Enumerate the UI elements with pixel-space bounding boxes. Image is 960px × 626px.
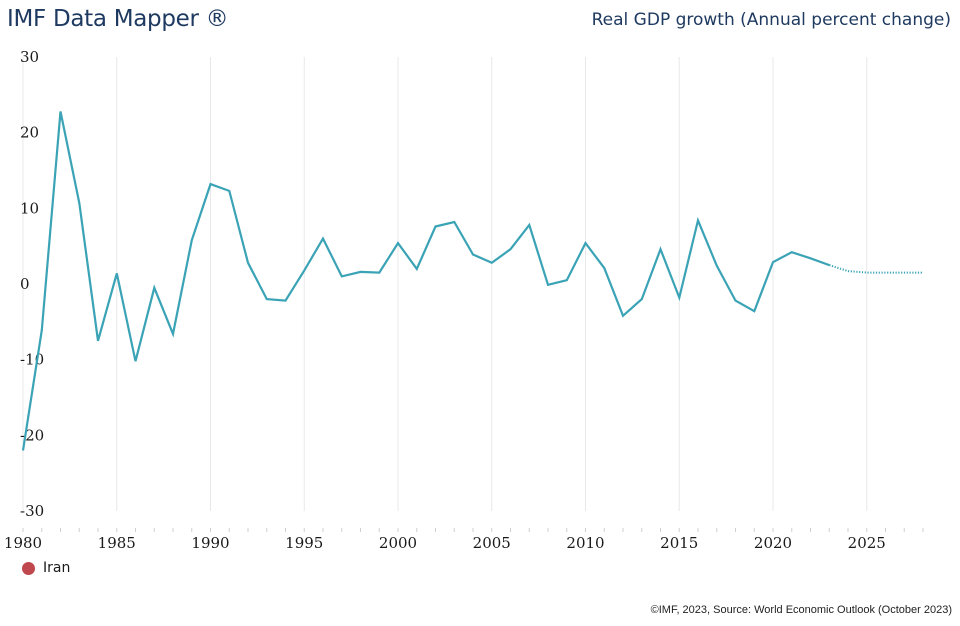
data-point-2021[interactable] <box>788 248 796 256</box>
data-point-2008[interactable] <box>544 281 552 289</box>
data-point-2003[interactable] <box>450 218 458 226</box>
x-tick-label: 1995 <box>285 534 323 552</box>
data-point-2000[interactable] <box>394 239 402 247</box>
y-tick-label: -10 <box>20 351 44 369</box>
data-point-2001[interactable] <box>413 265 421 273</box>
data-point-1990[interactable] <box>207 180 215 188</box>
data-point-2023[interactable] <box>825 261 833 269</box>
data-point-1998[interactable] <box>357 268 365 276</box>
data-point-2009[interactable] <box>563 276 571 284</box>
data-point-1999[interactable] <box>375 269 383 277</box>
data-point-1986[interactable] <box>132 357 140 365</box>
x-tick-label: 1980 <box>4 534 42 552</box>
data-point-1994[interactable] <box>282 297 290 305</box>
data-point-2017[interactable] <box>713 262 721 270</box>
x-tick-label: 2015 <box>660 534 698 552</box>
series-line-iran[interactable] <box>21 111 830 451</box>
x-tick-label: 1985 <box>98 534 136 552</box>
data-point-2027[interactable] <box>900 269 908 277</box>
series-projection-iran[interactable] <box>828 264 923 274</box>
x-tick-label: 2020 <box>754 534 792 552</box>
data-point-1996[interactable] <box>319 235 327 243</box>
legend-label-iran[interactable]: Iran <box>43 560 71 576</box>
data-point-2019[interactable] <box>750 307 758 315</box>
source-footer: ©IMF, 2023, Source: World Economic Outlo… <box>650 604 952 616</box>
x-tick-label: 1990 <box>191 534 229 552</box>
data-point-2010[interactable] <box>582 239 590 247</box>
data-point-2014[interactable] <box>657 245 665 253</box>
data-point-2022[interactable] <box>807 254 815 262</box>
data-point-1981[interactable] <box>38 326 46 334</box>
data-point-1982[interactable] <box>57 107 65 115</box>
x-tick-label: 2010 <box>566 534 604 552</box>
data-point-2026[interactable] <box>882 269 890 277</box>
data-point-1993[interactable] <box>263 295 271 303</box>
data-point-2011[interactable] <box>600 264 608 272</box>
x-tick-label: 2005 <box>473 534 511 552</box>
data-point-2007[interactable] <box>525 221 533 229</box>
data-point-1984[interactable] <box>94 337 102 345</box>
data-point-2012[interactable] <box>619 312 627 320</box>
y-tick-label: 30 <box>20 48 39 66</box>
data-point-2018[interactable] <box>732 297 740 305</box>
data-point-1992[interactable] <box>244 259 252 267</box>
data-point-1989[interactable] <box>188 236 196 244</box>
data-point-2002[interactable] <box>432 222 440 230</box>
data-point-1985[interactable] <box>113 269 121 277</box>
data-point-2013[interactable] <box>638 295 646 303</box>
series-group <box>19 107 927 454</box>
data-point-2006[interactable] <box>507 245 515 253</box>
x-axis-labels: 1980 1985 1990 1995 2000 2005 2010 2015 2020 2025 <box>4 534 886 552</box>
data-point-2004[interactable] <box>469 250 477 258</box>
x-tick-label: 2025 <box>848 534 886 552</box>
data-point-2015[interactable] <box>675 294 683 302</box>
data-point-2025[interactable] <box>863 269 871 277</box>
brand-title: IMF Data Mapper ® <box>7 6 229 32</box>
data-point-1991[interactable] <box>225 187 233 195</box>
y-tick-label: 20 <box>20 124 39 142</box>
legend: Iran <box>22 560 70 576</box>
indicator-title: Real GDP growth (Annual percent change) <box>591 10 951 30</box>
legend-marker-iran[interactable] <box>22 561 35 575</box>
data-point-2020[interactable] <box>769 258 777 266</box>
data-point-1995[interactable] <box>300 266 308 274</box>
data-point-2028[interactable] <box>919 269 927 277</box>
x-tick-label: 2000 <box>379 534 417 552</box>
data-point-1997[interactable] <box>338 272 346 280</box>
data-point-1988[interactable] <box>169 330 177 338</box>
y-tick-label: -30 <box>20 502 44 520</box>
data-point-2024[interactable] <box>844 267 852 275</box>
data-point-2016[interactable] <box>694 216 702 224</box>
y-tick-label: 10 <box>20 199 39 217</box>
data-point-1980[interactable] <box>19 446 27 454</box>
data-point-2005[interactable] <box>488 259 496 267</box>
gridlines <box>22 57 868 511</box>
data-point-1987[interactable] <box>150 284 158 292</box>
minor-ticks <box>22 528 924 532</box>
y-tick-label: 0 <box>20 275 30 293</box>
data-point-1983[interactable] <box>75 199 83 207</box>
